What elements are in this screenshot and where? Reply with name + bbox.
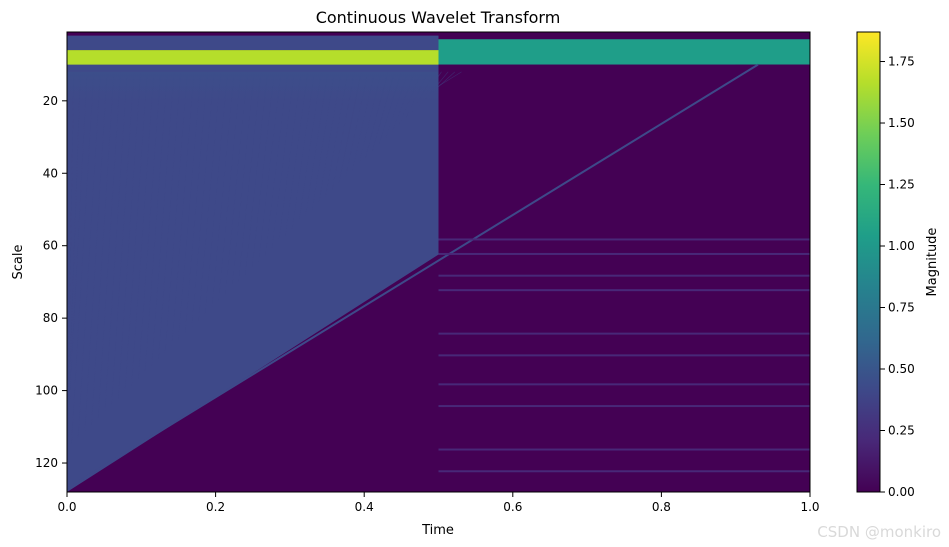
y-axis-ticks: 20 40 60 80 100 120	[35, 94, 67, 470]
heatmap-striation	[271, 71, 295, 249]
heatmap-striation	[238, 71, 262, 282]
y-tick-label: 120	[35, 456, 58, 470]
heatmap-striation	[97, 71, 121, 419]
heatmap-band	[438, 274, 810, 277]
y-tick-label: 80	[43, 311, 58, 325]
chart-title: Continuous Wavelet Transform	[316, 8, 561, 27]
heatmap-striation	[218, 71, 242, 301]
colorbar-tick-label: 1.50	[888, 116, 915, 130]
colorbar-tick-label: 0.25	[888, 424, 915, 438]
x-tick-label: 0.2	[206, 500, 225, 514]
heatmap-striation	[178, 71, 202, 340]
x-tick-label: 0.8	[652, 500, 671, 514]
heatmap-fade	[67, 71, 439, 101]
heatmap-band	[438, 383, 810, 386]
heatmap-region	[438, 64, 810, 492]
heatmap-striation	[211, 71, 235, 308]
y-tick-label: 100	[35, 384, 58, 398]
x-axis-ticks: 0.0 0.2 0.4 0.6 0.8 1.0	[57, 492, 820, 514]
heatmap-striation	[151, 71, 175, 366]
heatmap-striation	[84, 71, 108, 432]
heatmap-striation	[251, 71, 275, 269]
heatmap-striation	[158, 71, 181, 360]
colorbar-tick-label: 1.25	[888, 178, 915, 192]
heatmap-striation	[224, 71, 248, 295]
colorbar-tick-label: 1.00	[888, 239, 915, 253]
heatmap-striation	[117, 71, 141, 399]
heatmap-striation	[191, 71, 215, 327]
x-tick-label: 0.6	[503, 500, 522, 514]
x-tick-label: 0.0	[57, 500, 76, 514]
heatmap-striation	[231, 71, 255, 288]
colorbar-tick-label: 0.00	[888, 485, 915, 499]
heatmap-striation	[131, 71, 155, 386]
heatmap-band	[438, 289, 810, 292]
heatmap-ridge	[67, 63, 759, 490]
colorbar-tick-label: 0.50	[888, 362, 915, 376]
heatmap-striation	[144, 71, 168, 373]
plot-frame	[66, 31, 811, 493]
y-tick-label: 40	[43, 166, 58, 180]
y-tick-label: 60	[43, 239, 58, 253]
heatmap-striation	[67, 71, 74, 464]
x-tick-label: 1.0	[800, 500, 819, 514]
heatmap-striation	[439, 71, 462, 86]
colorbar	[856, 31, 881, 493]
heatmap-striation	[265, 71, 288, 256]
heatmap-striation	[204, 71, 228, 314]
heatmap-band	[438, 354, 810, 357]
heatmap-striation	[245, 71, 268, 275]
heatmap-striation	[198, 71, 222, 321]
heatmap-striation	[111, 71, 135, 406]
heatmap-striation	[71, 71, 95, 445]
heatmap-band	[438, 252, 810, 255]
colorbar-ticks: 0.00 0.25 0.50 0.75 1.00 1.25 1.50 1.75	[880, 55, 915, 499]
colorbar-tick-label: 1.75	[888, 55, 915, 69]
colorbar-tick-label: 0.75	[888, 301, 915, 315]
heatmap-band	[438, 448, 810, 451]
heatmap-striation	[67, 71, 81, 458]
x-axis-label: Time	[421, 523, 454, 538]
x-tick-label: 0.4	[355, 500, 374, 514]
heatmap-band	[438, 470, 810, 473]
heatmap-striation	[164, 71, 188, 353]
heatmap-striation	[258, 71, 282, 262]
heatmap-striation	[184, 71, 208, 334]
heatmap-striation	[77, 71, 101, 438]
heatmap-band	[438, 238, 810, 241]
heatmap-striation	[138, 71, 161, 380]
heatmap-striation	[91, 71, 115, 425]
y-tick-label: 20	[43, 94, 58, 108]
heatmap-striation	[124, 71, 148, 393]
heatmap-region	[67, 35, 439, 51]
heatmap-band	[438, 405, 810, 408]
colorbar-label: Magnitude	[925, 228, 940, 297]
heatmap-band	[438, 332, 810, 335]
heatmap-striation	[67, 71, 88, 451]
heatmap-region	[438, 39, 810, 65]
watermark: CSDN @monkiro	[817, 523, 941, 541]
heatmap-striation	[104, 71, 128, 412]
y-axis-label: Scale	[11, 245, 26, 280]
heatmap	[67, 32, 810, 492]
heatmap-striation	[171, 71, 195, 347]
